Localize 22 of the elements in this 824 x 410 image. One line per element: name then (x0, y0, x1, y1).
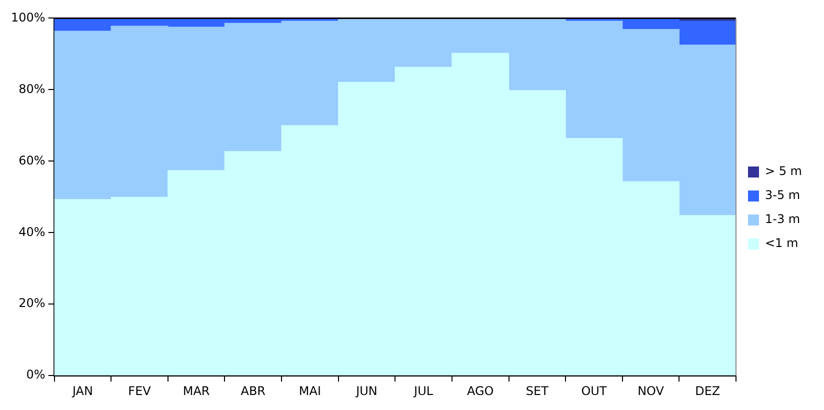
x-tick-label: MAR (182, 384, 210, 398)
x-tick-label: DEZ (695, 384, 720, 398)
y-tick-label: 20% (18, 296, 46, 310)
legend-label: <1 m (764, 236, 798, 250)
legend-label: 3-5 m (764, 188, 800, 202)
x-tick-label: JAN (71, 384, 93, 398)
x-tick-label: OUT (581, 384, 608, 398)
x-tick-label: NOV (638, 384, 665, 398)
x-tick-label: ABR (240, 384, 266, 398)
y-tick-label: 80% (18, 82, 46, 96)
x-tick-label: SET (526, 384, 550, 398)
x-tick-label: AGO (466, 384, 494, 398)
y-tick-label: 0% (26, 368, 46, 382)
x-tick-label: JUN (355, 384, 378, 398)
y-tick-label: 100% (10, 10, 46, 24)
y-tick-label: 60% (18, 153, 46, 168)
legend-label: 1-3 m (764, 212, 800, 226)
y-tick-label: 40% (18, 224, 46, 239)
x-tick-label: FEV (128, 384, 152, 398)
x-tick-label: JUL (413, 384, 434, 398)
legend-label: > 5 m (764, 164, 802, 178)
x-tick-label: MAI (298, 384, 321, 398)
